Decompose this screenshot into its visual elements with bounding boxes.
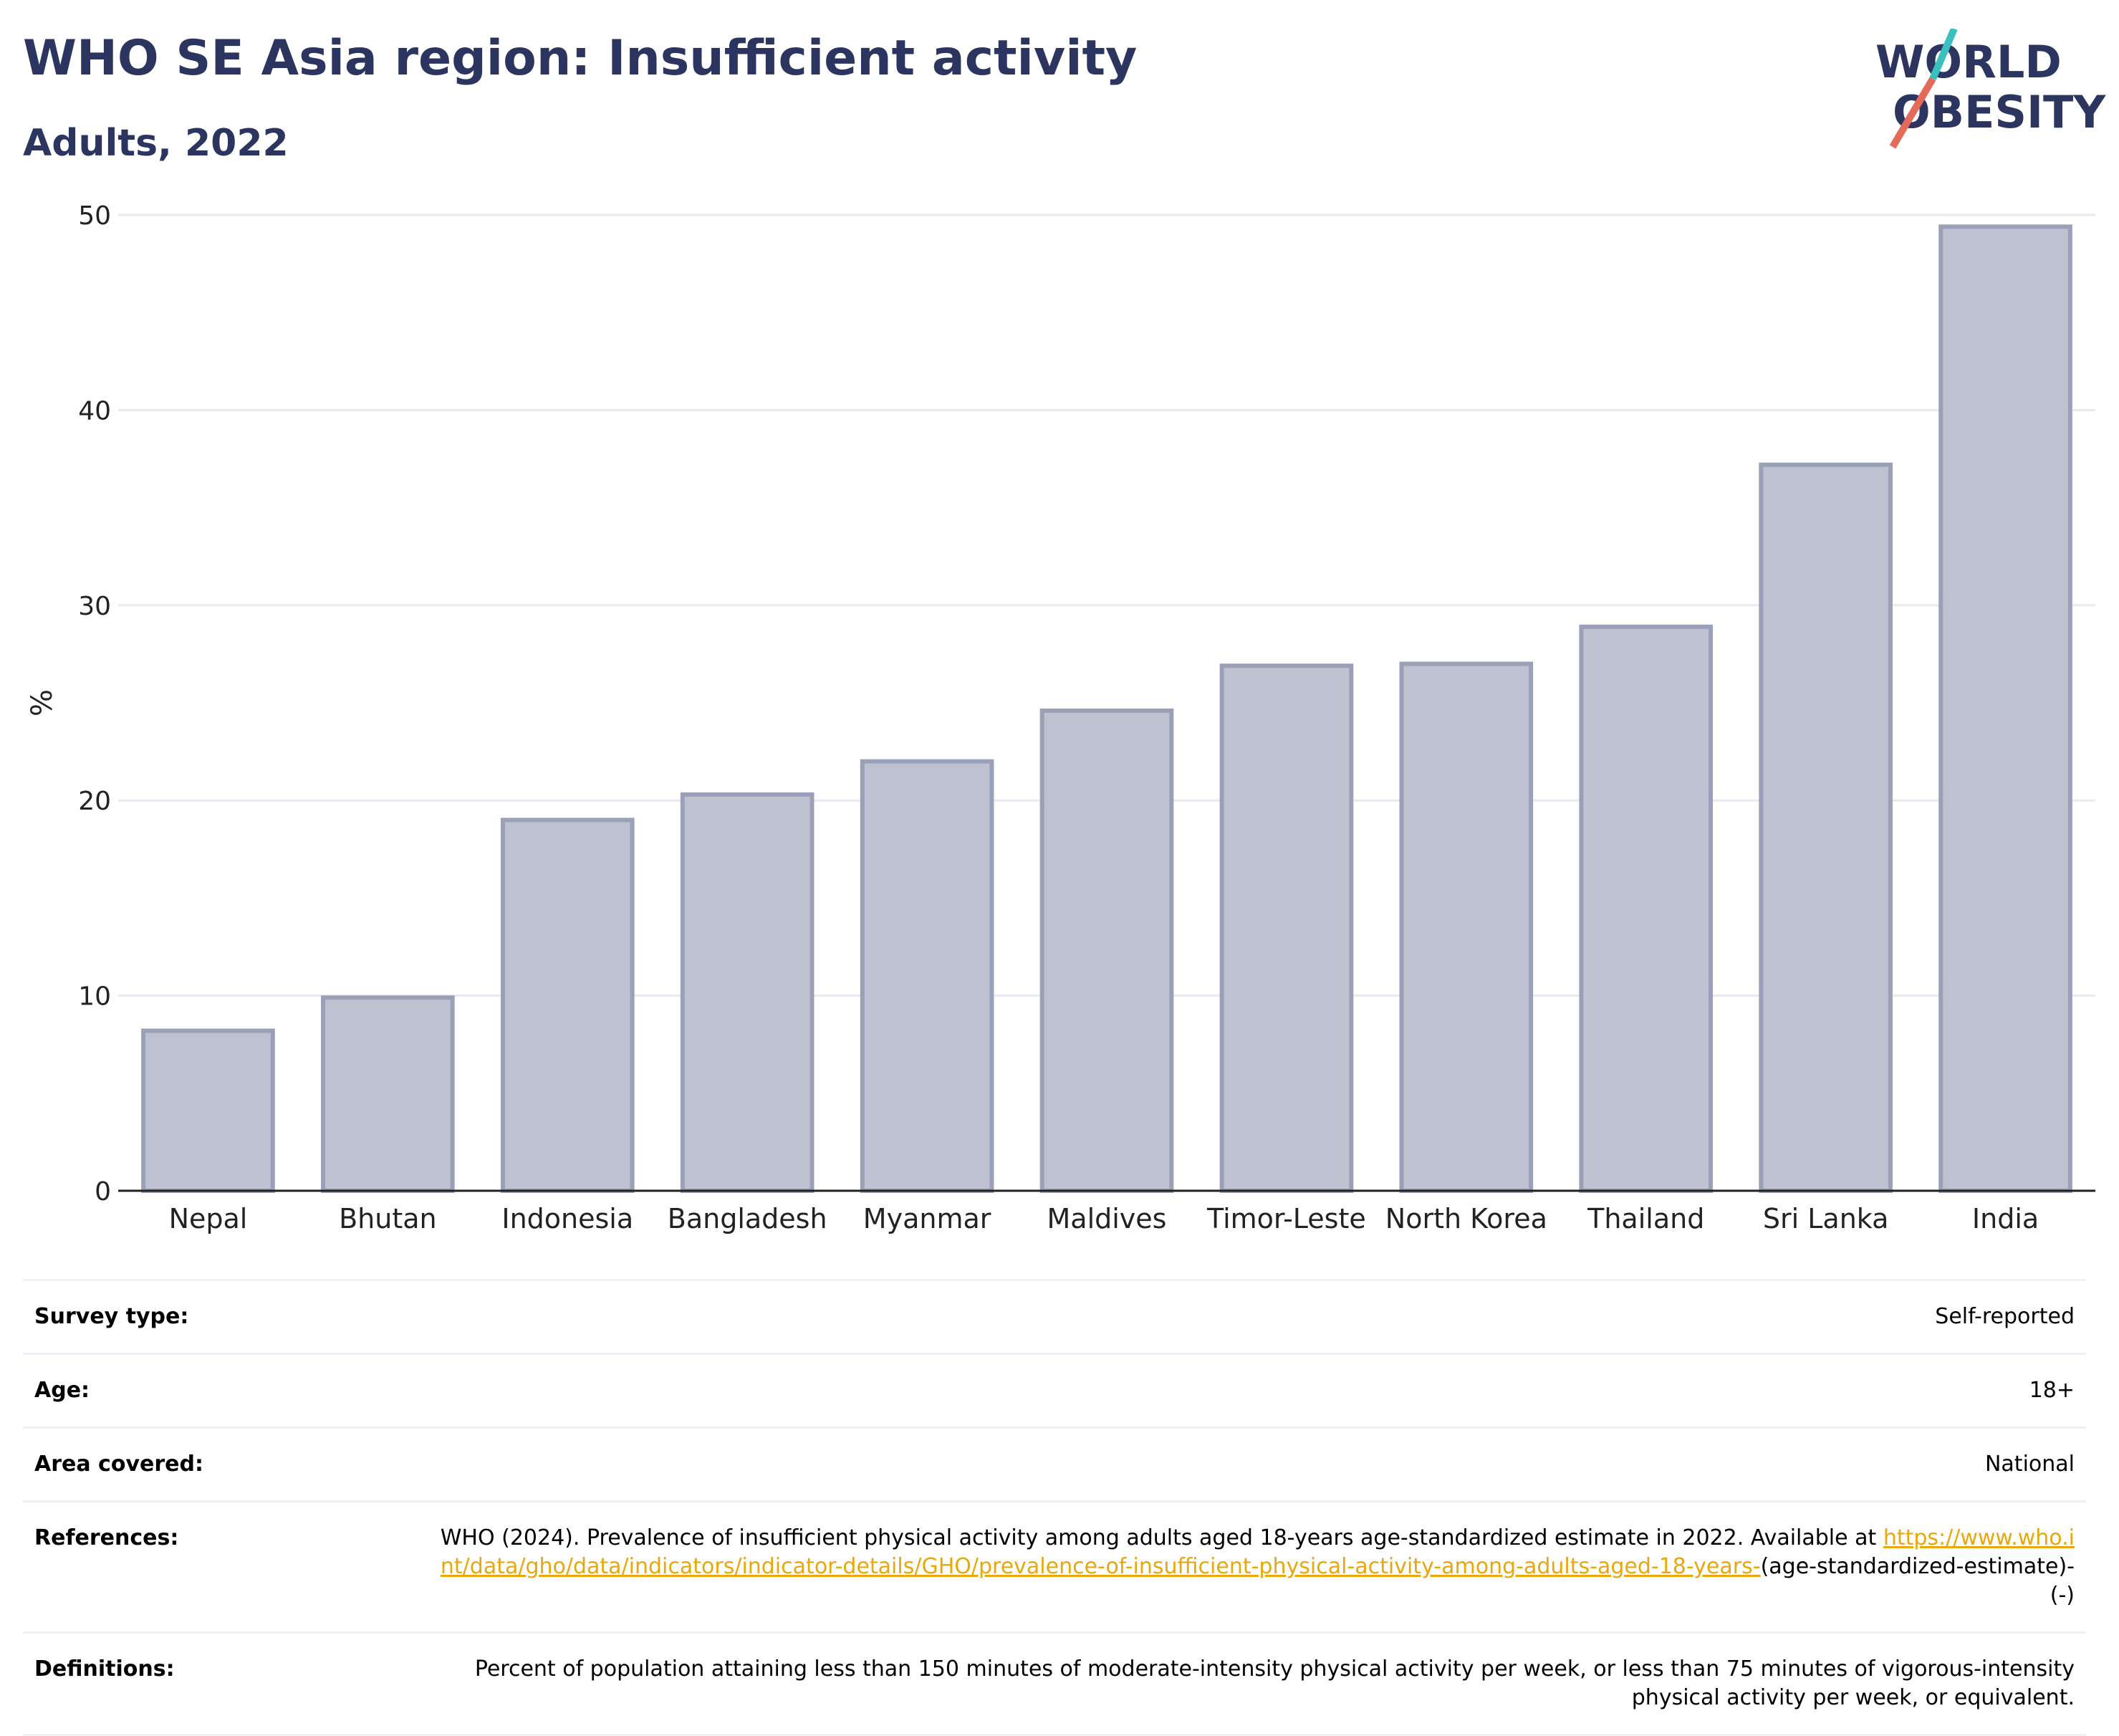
y-axis-label: % — [26, 689, 59, 716]
logo-slash-coral — [1889, 77, 1936, 149]
bar-maldives[interactable] — [1039, 708, 1174, 1193]
meta-value: 18+ — [2029, 1378, 2075, 1403]
meta-value: Self-reported — [1935, 1304, 2075, 1329]
bars — [141, 224, 2072, 1193]
chart-subtitle: Adults, 2022 — [23, 122, 289, 165]
x-tick-label: Timor-Leste — [1206, 1203, 1366, 1234]
y-tick-label: 20 — [78, 787, 111, 816]
x-tick-label: Bhutan — [339, 1203, 437, 1234]
meta-row-references: References: WHO (2024). Prevalence of in… — [23, 1500, 2086, 1631]
x-tick-label: North Korea — [1385, 1203, 1547, 1234]
meta-key: Age: — [34, 1378, 90, 1403]
bar-myanmar[interactable] — [860, 759, 994, 1193]
bar-north-korea[interactable] — [1399, 661, 1534, 1193]
reference-text: WHO (2024). Prevalence of insufficient p… — [440, 1525, 1883, 1550]
meta-value: National — [1984, 1452, 2075, 1477]
meta-row-area-covered: Area covered: National — [23, 1426, 2086, 1500]
meta-key: References: — [34, 1525, 179, 1550]
x-tick-label: Bangladesh — [668, 1203, 827, 1234]
x-tick-label: Indonesia — [501, 1203, 633, 1234]
logo-line2: OBESITY — [1893, 86, 2106, 138]
x-tick-label: India — [1972, 1203, 2039, 1234]
meta-value: WHO (2024). Prevalence of insufficient p… — [427, 1524, 2075, 1610]
reference-link[interactable]: https://www.who.int/data/gho/data/indica… — [440, 1525, 2075, 1579]
y-tick-label: 50 — [78, 201, 111, 231]
meta-key: Area covered: — [34, 1452, 203, 1477]
logo-line1: WORLD — [1875, 36, 2062, 88]
bar-indonesia[interactable] — [500, 817, 635, 1193]
logo-slash-teal — [1929, 27, 1958, 80]
y-tick-label: 10 — [78, 982, 111, 1012]
bar-sri-lanka[interactable] — [1759, 462, 1893, 1193]
bar-india[interactable] — [1938, 224, 2072, 1193]
bar-nepal[interactable] — [141, 1028, 275, 1193]
x-tick-label: Thailand — [1587, 1203, 1704, 1234]
bar-bangladesh[interactable] — [680, 792, 815, 1193]
bar-thailand[interactable] — [1579, 624, 1714, 1193]
x-tick-labels: Nepal Bhutan Indonesia Bangladesh Myanmar Mal… — [169, 1203, 2039, 1234]
x-tick-label: Nepal — [169, 1203, 248, 1234]
world-obesity-logo: WORLD OBESITY — [1863, 27, 2106, 158]
x-tick-label: Maldives — [1047, 1203, 1167, 1234]
x-tick-label: Sri Lanka — [1763, 1203, 1889, 1234]
meta-row-survey-type: Survey type: Self-reported — [23, 1279, 2086, 1353]
x-tick-label: Myanmar — [863, 1203, 991, 1234]
y-tick-labels: 0 10 20 30 40 50 — [78, 201, 111, 1207]
metadata-table: Survey type: Self-reported Age: 18+ Area… — [23, 1279, 2086, 1736]
bar-chart: 0 10 20 30 40 50 Nepal Bhutan Indonesia Banglade… — [26, 201, 2095, 1234]
meta-key: Definitions: — [34, 1656, 175, 1682]
bar-bhutan[interactable] — [321, 995, 455, 1193]
y-tick-label: 30 — [78, 592, 111, 621]
chart-title: WHO SE Asia region: Insufficient activit… — [23, 30, 1138, 87]
meta-row-definitions: Definitions: Percent of population attai… — [23, 1631, 2086, 1736]
reference-suffix: (age-standardized-estimate)-(-) — [1760, 1554, 2075, 1608]
meta-row-age: Age: 18+ — [23, 1353, 2086, 1426]
bar-timor-leste[interactable] — [1219, 663, 1354, 1193]
y-tick-label: 40 — [78, 396, 111, 426]
meta-key: Survey type: — [34, 1304, 189, 1329]
y-tick-label: 0 — [95, 1177, 111, 1207]
meta-value: Percent of population attaining less tha… — [474, 1656, 2075, 1710]
